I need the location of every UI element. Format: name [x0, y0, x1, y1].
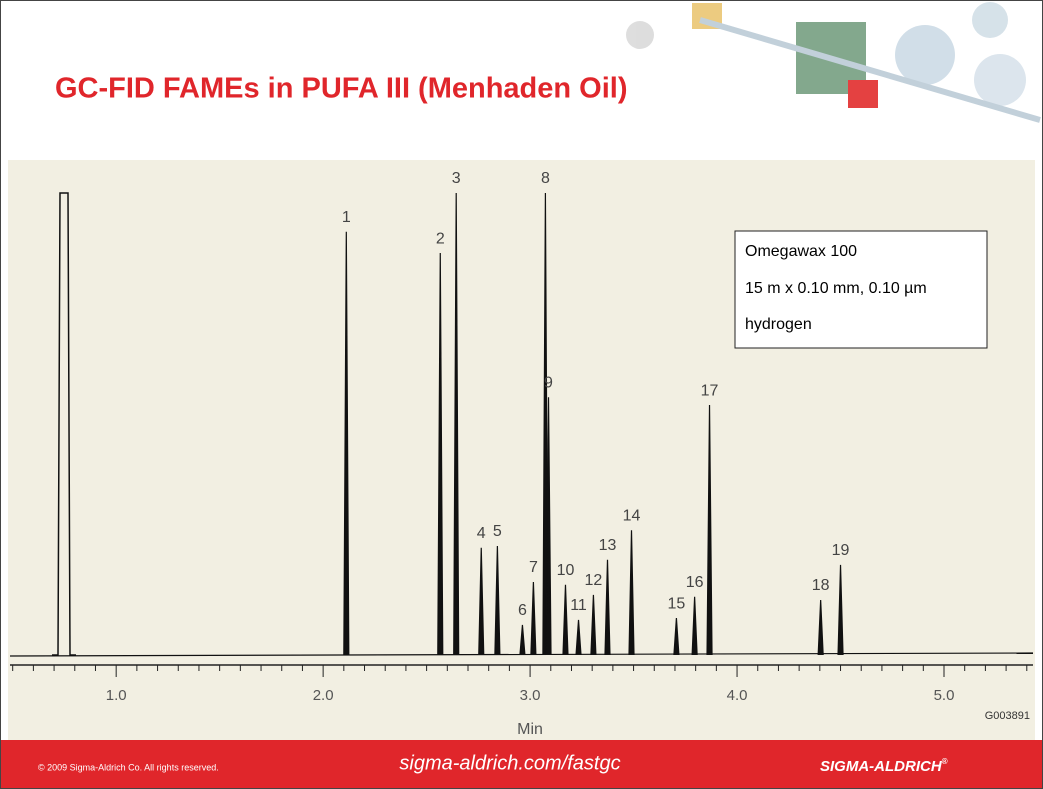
peak-label: 8	[541, 170, 550, 187]
x-tick-label: 3.0	[520, 687, 541, 704]
copyright: © 2009 Sigma-Aldrich Co. All rights rese…	[38, 762, 219, 772]
peak	[343, 231, 350, 656]
peak-label: 17	[701, 382, 719, 399]
info-line: Omegawax 100	[745, 243, 857, 260]
peak	[519, 624, 526, 656]
peak-label: 10	[557, 562, 575, 579]
peak	[478, 547, 485, 656]
peak	[604, 559, 611, 656]
peak-label: 12	[585, 572, 603, 589]
peak	[817, 599, 824, 656]
peak	[706, 405, 713, 656]
peak-label: 9	[544, 374, 553, 391]
peak-label: 15	[668, 595, 686, 612]
peak	[545, 397, 552, 656]
x-tick-label: 1.0	[106, 687, 127, 704]
peak-label: 18	[812, 577, 830, 594]
peak-label: 2	[436, 230, 445, 247]
peak-label: 3	[452, 170, 461, 187]
peak-label: 6	[518, 602, 527, 619]
peak-label: 19	[832, 542, 850, 559]
peak	[453, 192, 460, 656]
x-tick-label: 5.0	[934, 687, 955, 704]
peak-label: 4	[477, 525, 486, 542]
peak	[837, 564, 844, 656]
header-graphic	[626, 2, 1041, 123]
peak	[494, 545, 501, 656]
peak-label: 11	[570, 597, 587, 614]
solvent-peak	[52, 192, 76, 656]
x-axis-label: Min	[517, 721, 543, 738]
peak	[437, 253, 444, 656]
peak-label: 5	[493, 523, 502, 540]
peak-label: 16	[686, 574, 704, 591]
peak	[575, 619, 582, 656]
peak	[530, 581, 537, 656]
peak	[691, 596, 698, 656]
figure-code: G003891	[985, 710, 1030, 722]
x-tick-label: 4.0	[727, 687, 748, 704]
peak-label: 14	[623, 507, 641, 524]
peak	[673, 617, 680, 656]
peak	[562, 584, 569, 656]
peak-label: 13	[599, 537, 617, 554]
url: sigma-aldrich.com/fastgc	[399, 752, 620, 774]
peak-label: 1	[342, 209, 351, 226]
peak	[628, 530, 635, 656]
brand: SIGMA-ALDRICH®	[820, 757, 948, 775]
brand-mark: ®	[942, 757, 948, 766]
slide-title: GC-FID FAMEs in PUFA III (Menhaden Oil)	[55, 73, 628, 105]
peak-label: 7	[529, 559, 538, 576]
brand-name: SIGMA-ALDRICH	[820, 758, 943, 775]
info-line: 15 m x 0.10 mm, 0.10 µm	[745, 280, 927, 297]
peak	[590, 594, 597, 656]
footer-bar	[1, 740, 1042, 788]
x-tick-label: 2.0	[313, 687, 334, 704]
info-line: hydrogen	[745, 316, 812, 333]
info-box	[734, 230, 988, 349]
